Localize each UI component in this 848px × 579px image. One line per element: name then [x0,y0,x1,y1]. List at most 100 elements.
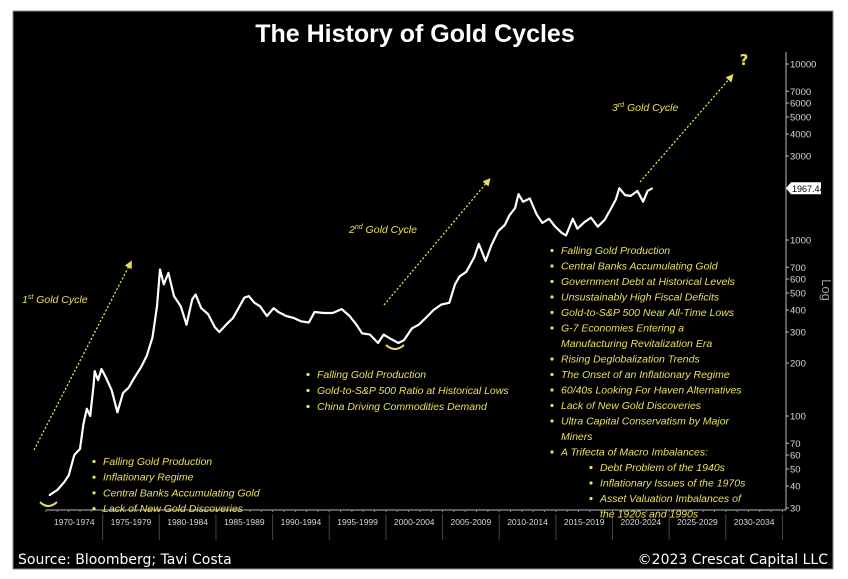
gold-price-point [596,225,599,228]
bullet-icon [92,475,96,479]
gold-price-point [624,194,626,196]
bullet-icon [92,507,96,511]
gold-price-point [207,313,209,315]
cycle2-arrow [383,178,491,306]
bullet-icon [550,248,554,253]
gold-price-point [293,317,295,319]
series-layer [48,187,653,497]
gold-price-point [159,268,161,271]
gold-price-point [440,303,443,306]
gold-price-point [514,207,516,209]
gold-price-point [97,379,99,381]
gold-price-point [508,214,511,217]
bullet-icon [306,404,310,409]
gold-price-point [572,217,574,220]
gold-price-point [590,216,592,219]
gold-price-point [285,315,287,317]
list-item: Manufacturing Revitalization Era [561,338,712,350]
gold-price-point [629,195,632,197]
bullet-icon [550,310,554,315]
y-tick-label: 700 [790,263,806,274]
x-tick-label: 1985-1989 [224,517,265,527]
chart-title: The History of Gold Cycles [255,20,575,48]
gold-price-point [609,209,612,211]
y-tick-label: 4000 [790,130,811,141]
y-tick-label: 60 [790,451,801,462]
x-tick-label: 2030-2034 [734,517,775,527]
bullet-icon [550,279,554,284]
cycle1-label: 1st Gold Cycle [22,294,88,306]
gold-price-point [73,454,76,456]
gold-price-point [473,256,476,258]
x-tick-label: 2020-2024 [620,517,661,527]
x-tick-label: 1970-1974 [54,517,95,527]
gold-price-point [522,200,524,203]
last-value-label: 1967.44 [792,184,825,194]
y-tick-label: 400 [790,306,806,317]
gold-price-point [615,198,617,201]
gold-price-point [646,190,649,192]
y-tick-label: 500 [790,288,806,299]
gold-price-point [583,221,585,224]
y-tick-label: 70 [790,439,801,450]
gold-price-point [110,389,113,392]
gold-price-point [200,307,203,309]
list-item: the 1920s and 1990s [600,509,699,521]
gold-price-point [89,415,91,417]
gold-price-point [180,305,182,308]
y-tick-label: 100 [790,412,806,423]
x-tick-label: 2010-2014 [507,517,548,527]
gold-price-point [93,370,96,372]
gold-price-point [167,272,170,274]
gold-price-point [576,227,579,230]
gold-price-point [548,217,550,220]
x-axis: 1970-1974 1975-1979 1980-1984 1985-1989 1990… [45,509,786,540]
gold-price-point [553,225,556,227]
list-item: Ultra Capital Conservatism by Major [561,416,730,428]
gold-price-point [528,197,531,200]
x-tick-label: 1975-1979 [111,517,152,527]
list-item: Asset Valuation Imbalances of [599,493,742,505]
cycle3-arrow [639,74,734,183]
x-tick-label: 1990-1994 [281,517,322,527]
gold-price-point [82,423,85,425]
gold-price-point [308,321,310,324]
gold-price-point [236,309,239,311]
future-question-mark: ? [740,51,749,69]
y-tick-label: 7000 [790,87,811,98]
gold-price-point [560,231,563,234]
list-item: Lack of New Gold Discoveries [103,503,244,515]
gold-price-point [497,230,499,233]
list-item: G-7 Economies Entering a [561,323,684,335]
gold-price-point [48,494,51,496]
gold-price-point [56,489,59,491]
y-tick-label: 50 [790,464,801,475]
list-item: Falling Gold Production [561,245,670,257]
chart-background [12,10,834,570]
list-item: Lack of New Gold Discoveries [561,400,702,412]
y-tick-label: 40 [790,482,801,493]
gold-price-point [340,308,343,310]
gold-price-point [253,301,256,304]
gold-price-point [465,270,468,273]
y-tick-label: 6000 [790,99,811,110]
gold-price-point [133,376,136,379]
bullet-icon [589,465,593,470]
gold-price-point [504,224,506,226]
gold-price-point [122,392,124,394]
gold-price-point [191,298,193,301]
gold-price-point [300,320,302,323]
gold-price-point [636,190,639,192]
gold-price-point [348,315,351,317]
gold-price-point [424,317,427,319]
bullet-icon [306,388,310,393]
gold-price-point [603,219,606,221]
gold-price-point [535,213,538,216]
x-tick-label: 2015-2019 [564,517,605,527]
gold-price-point [67,474,70,477]
cycle3-label: 3rd Gold Cycle [612,102,679,114]
gold-price-point [397,342,400,344]
list-item: Central Banks Accumulating Gold [561,261,719,273]
gold-price-point [478,243,480,245]
